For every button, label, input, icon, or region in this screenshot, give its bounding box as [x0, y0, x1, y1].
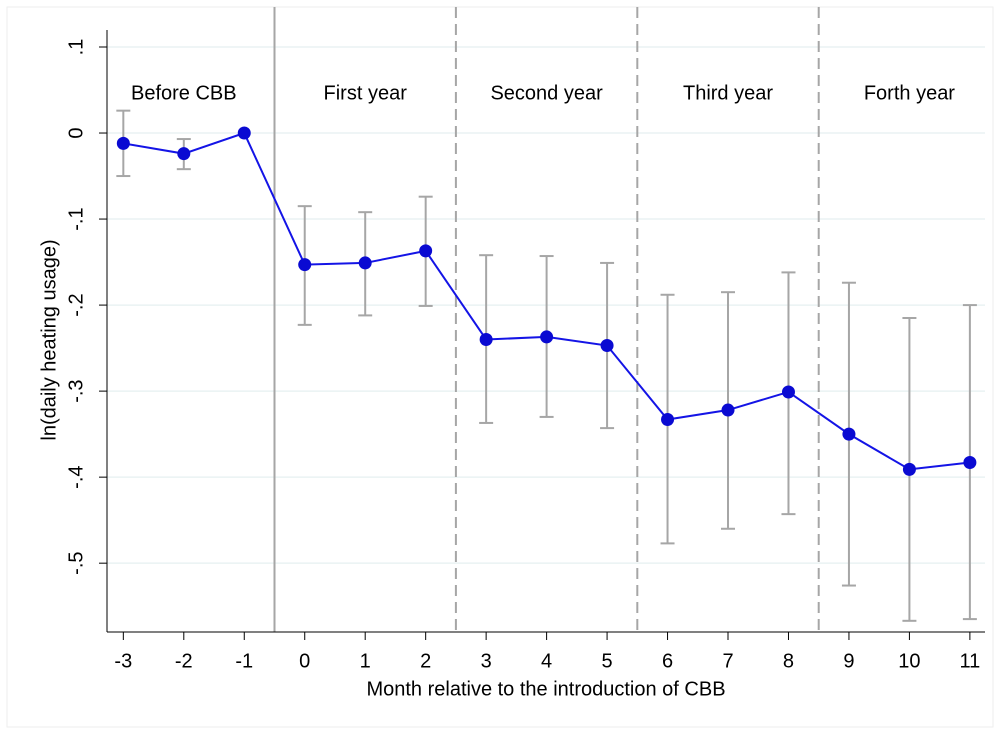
x-axis-label: Month relative to the introduction of CB…	[366, 678, 725, 700]
x-tick-label: 3	[481, 650, 492, 672]
x-tick-label: -3	[114, 650, 132, 672]
data-point	[600, 339, 614, 353]
period-label: Forth year	[864, 82, 955, 104]
data-point	[419, 244, 433, 258]
period-label: Third year	[683, 82, 773, 104]
y-tick-label: 0	[65, 127, 87, 138]
x-tick-label: 10	[898, 650, 920, 672]
y-tick-label: -.3	[65, 379, 87, 402]
y-tick-label: -.4	[65, 465, 87, 488]
x-tick-label: 7	[722, 650, 733, 672]
data-point	[781, 385, 795, 399]
x-tick-label: -2	[175, 650, 193, 672]
x-tick-label: 1	[360, 650, 371, 672]
data-point	[298, 258, 312, 272]
period-label: Before CBB	[131, 82, 237, 104]
x-tick-label: 2	[420, 650, 431, 672]
x-tick-label: 5	[602, 650, 613, 672]
y-tick-label: -.5	[65, 552, 87, 575]
data-point	[237, 126, 251, 140]
x-tick-label: 9	[843, 650, 854, 672]
data-point	[902, 462, 916, 476]
frame	[6, 6, 994, 728]
data-point	[358, 256, 372, 270]
x-tick-label: 4	[541, 650, 552, 672]
y-axis-label: ln(daily heating usage)	[38, 239, 60, 440]
x-tick-label: 6	[662, 650, 673, 672]
x-tick-label: 11	[960, 650, 981, 672]
x-tick-label: -1	[235, 650, 253, 672]
x-tick-label: 8	[783, 650, 794, 672]
data-point	[116, 136, 130, 150]
x-tick-label: 0	[299, 650, 310, 672]
y-tick-label: -.2	[65, 293, 87, 316]
y-tick-label: -.1	[65, 207, 87, 230]
y-tick-label: .1	[65, 39, 87, 56]
data-point	[661, 413, 675, 427]
data-point	[842, 427, 856, 441]
data-point	[721, 403, 735, 417]
data-point	[177, 147, 191, 161]
period-label: First year	[324, 82, 408, 104]
period-label: Second year	[490, 82, 603, 104]
data-point	[540, 330, 554, 344]
data-point	[479, 332, 493, 346]
data-point	[963, 456, 977, 470]
